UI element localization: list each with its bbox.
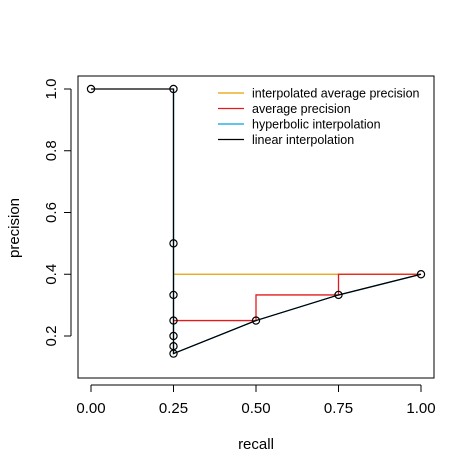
- data-point: [169, 349, 178, 358]
- legend-label: hyperbolic interpolation: [252, 118, 381, 132]
- legend-label: linear interpolation: [252, 133, 354, 147]
- data-point: [169, 239, 178, 248]
- x-tick-label: 1.00: [406, 400, 435, 417]
- data-point: [416, 270, 426, 279]
- y-tick-label: 0.8: [43, 140, 60, 161]
- y-tick-label: 0.2: [43, 326, 60, 347]
- y-tick-label: 1.0: [43, 79, 60, 100]
- y-tick-label: 0.4: [43, 264, 60, 285]
- x-tick-label: 0.25: [159, 400, 188, 417]
- series-layer: [91, 88, 422, 355]
- data-point: [169, 331, 178, 341]
- x-tick-label: 0.00: [76, 400, 105, 417]
- x-tick-label: 0.75: [324, 400, 353, 417]
- x-axis-title: recall: [238, 436, 274, 453]
- data-point: [169, 290, 178, 300]
- legend-label: interpolated average precision: [252, 87, 420, 101]
- x-tick-label: 0.50: [241, 400, 270, 417]
- axes-layer: 0.00 0.25 0.50 0.75 1.00 0.2 0.4 0.6 0.8 1.0: [43, 75, 436, 417]
- data-point: [169, 316, 178, 325]
- plot-frame: [77, 75, 435, 379]
- y-tick-label: 0.6: [43, 202, 60, 223]
- data-point: [86, 84, 96, 94]
- y-axis-title: precision: [6, 198, 23, 258]
- points-layer: [86, 84, 426, 358]
- data-point: [334, 290, 343, 300]
- data-point: [251, 316, 261, 325]
- series-line-average-precision: [173, 273, 421, 322]
- data-point: [169, 84, 178, 94]
- legend-label: average precision: [252, 102, 351, 116]
- series-line-linear-interpolation: [91, 88, 422, 355]
